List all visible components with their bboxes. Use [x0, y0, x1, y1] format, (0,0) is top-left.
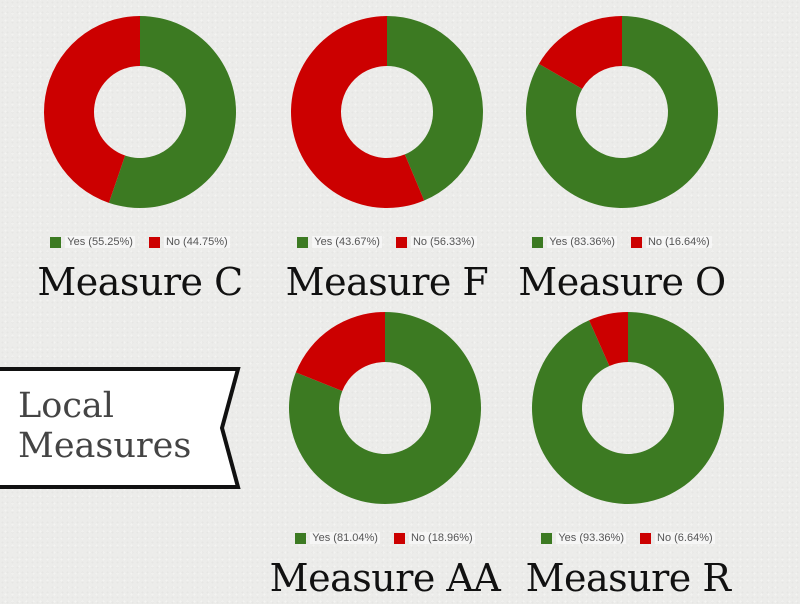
- legend-item-yes[interactable]: Yes (81.04%): [295, 532, 380, 544]
- slice-yes[interactable]: [387, 16, 484, 201]
- chart-title: Measure F: [285, 260, 489, 304]
- legend-swatch: [640, 532, 651, 544]
- chart-title: Measure R: [525, 556, 731, 600]
- legend-item-no[interactable]: No (44.75%): [148, 236, 230, 248]
- legend-swatch: [295, 532, 307, 544]
- chart-title: Measure AA: [269, 556, 501, 600]
- legend-label: Yes (81.04%): [310, 532, 380, 544]
- chart-measure-f: Yes (43.67%) No (56.33%) Measure F: [262, 0, 512, 304]
- slice-yes[interactable]: [108, 16, 236, 208]
- legend-label: No (16.64%): [645, 236, 712, 248]
- legend-label: No (56.33%): [410, 236, 477, 248]
- chart-title: Measure O: [518, 260, 726, 304]
- banner-label: Local Measures: [18, 386, 191, 466]
- legend-item-no[interactable]: No (56.33%): [395, 236, 477, 248]
- slice-no[interactable]: [295, 312, 385, 391]
- slice-no[interactable]: [43, 16, 140, 203]
- legend-label: No (6.64%): [655, 532, 715, 544]
- legend-label: Yes (83.36%): [547, 236, 617, 248]
- chart-legend: Yes (93.36%) No (6.64%): [503, 532, 753, 544]
- slice-no[interactable]: [589, 312, 628, 366]
- legend-swatch: [50, 236, 62, 248]
- slice-yes[interactable]: [289, 312, 481, 504]
- chart-measure-o: Yes (83.36%) No (16.64%) Measure O: [497, 0, 747, 304]
- legend-swatch: [393, 532, 405, 544]
- donut-chart: [289, 312, 481, 504]
- legend-label: Yes (93.36%): [556, 532, 626, 544]
- chart-legend: Yes (81.04%) No (18.96%): [260, 532, 510, 544]
- banner-line-2: Measures: [18, 426, 192, 466]
- legend-swatch: [148, 236, 160, 248]
- legend-swatch: [395, 236, 407, 248]
- legend-item-no[interactable]: No (6.64%): [640, 532, 715, 544]
- slice-no[interactable]: [291, 16, 425, 208]
- chart-measure-r: Yes (93.36%) No (6.64%) Measure R: [503, 296, 753, 600]
- legend-label: Yes (55.25%): [65, 236, 135, 248]
- chart-legend: Yes (43.67%) No (56.33%): [262, 236, 512, 248]
- legend-swatch: [541, 532, 553, 544]
- donut-chart: [526, 16, 718, 208]
- donut-chart: [291, 16, 484, 208]
- legend-item-yes[interactable]: Yes (43.67%): [297, 236, 382, 248]
- legend-swatch: [630, 236, 642, 248]
- chart-legend: Yes (55.25%) No (44.75%): [15, 236, 265, 248]
- banner-shape: [0, 367, 241, 489]
- chart-title: Measure C: [37, 260, 243, 304]
- slice-yes[interactable]: [526, 16, 718, 208]
- legend-item-yes[interactable]: Yes (83.36%): [532, 236, 617, 248]
- chart-measure-c: Yes (55.25%) No (44.75%) Measure C: [15, 0, 265, 304]
- legend-label: No (44.75%): [163, 236, 230, 248]
- chart-measure-aa: Yes (81.04%) No (18.96%) Measure AA: [260, 296, 510, 600]
- legend-item-yes[interactable]: Yes (55.25%): [50, 236, 135, 248]
- donut-chart: [43, 16, 236, 208]
- legend-swatch: [532, 236, 544, 248]
- local-measures-banner: Local Measures: [0, 366, 246, 492]
- donut-chart: [532, 312, 724, 504]
- slice-yes[interactable]: [532, 312, 724, 504]
- legend-item-yes[interactable]: Yes (93.36%): [541, 532, 626, 544]
- banner-line-1: Local: [18, 386, 114, 426]
- slice-no[interactable]: [538, 16, 622, 89]
- legend-swatch: [297, 236, 309, 248]
- legend-item-no[interactable]: No (18.96%): [393, 532, 475, 544]
- legend-item-no[interactable]: No (16.64%): [630, 236, 712, 248]
- legend-label: Yes (43.67%): [312, 236, 382, 248]
- chart-legend: Yes (83.36%) No (16.64%): [497, 236, 747, 248]
- legend-label: No (18.96%): [408, 532, 475, 544]
